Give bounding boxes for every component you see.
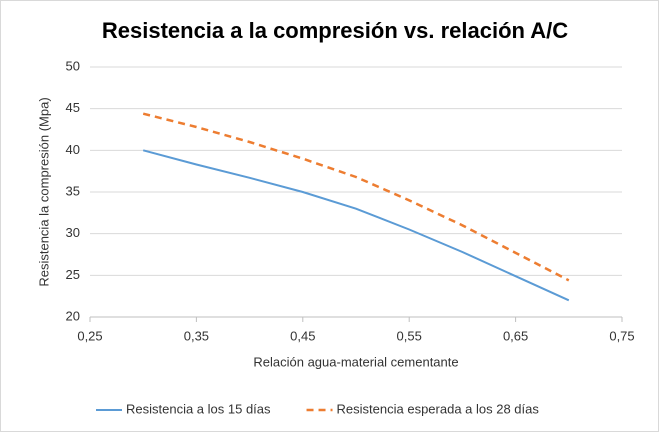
- y-tick-label: 35: [66, 183, 80, 198]
- x-tick-label: 0,55: [397, 328, 422, 343]
- y-tick-label: 20: [66, 308, 80, 323]
- x-axis-label: Relación agua-material cementante: [253, 354, 458, 369]
- x-tick-label: 0,45: [290, 328, 315, 343]
- legend-label: Resistencia esperada a los 28 días: [337, 401, 540, 416]
- series-line: [142, 149, 570, 302]
- chart-title: Resistencia a la compresión vs. relación…: [102, 18, 568, 43]
- x-tick-label: 0,35: [184, 328, 209, 343]
- x-tick-label: 0,75: [609, 328, 634, 343]
- x-tick-label: 0,65: [503, 328, 528, 343]
- y-tick-label: 30: [66, 225, 80, 240]
- y-axis-label: Resistencia la compresión (Mpa): [36, 97, 51, 286]
- y-tick-label: 50: [66, 58, 80, 73]
- y-tick-label: 40: [66, 142, 80, 157]
- y-tick-label: 25: [66, 267, 80, 282]
- x-tick-label: 0,25: [77, 328, 102, 343]
- legend-label: Resistencia a los 15 días: [126, 401, 271, 416]
- y-tick-label: 45: [66, 100, 80, 115]
- series-line: [142, 112, 570, 282]
